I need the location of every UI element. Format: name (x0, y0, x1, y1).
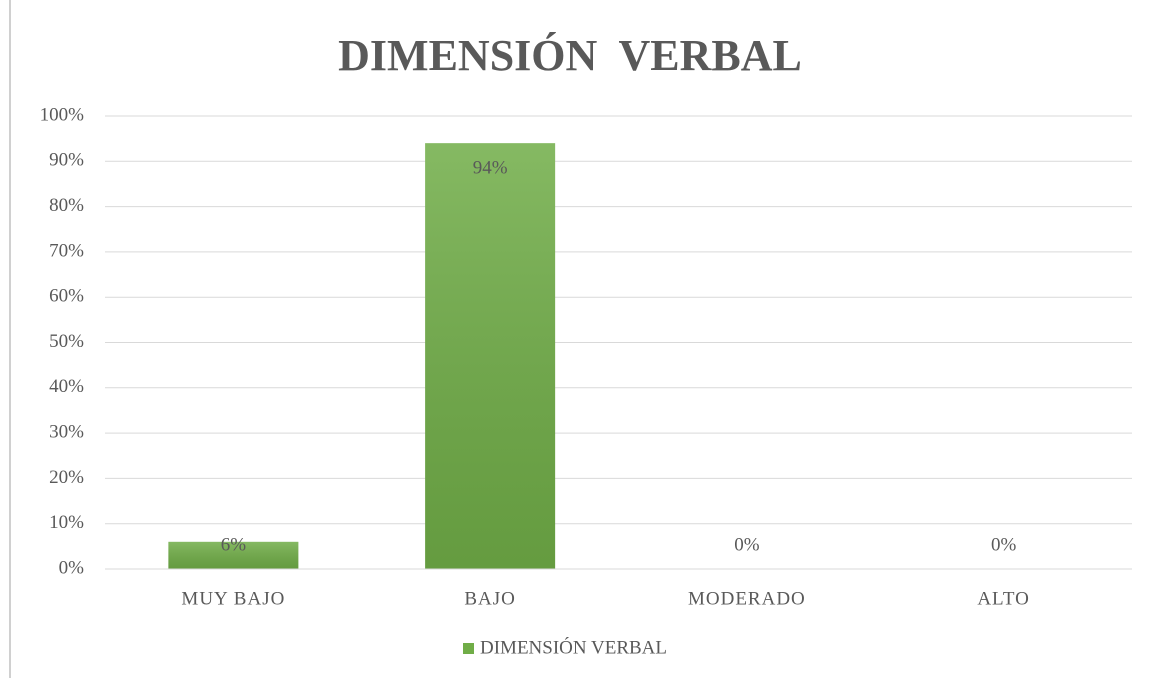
y-tick-label: 20% (49, 467, 84, 488)
x-tick-label: MODERADO (688, 588, 806, 609)
chart-title: DIMENSIÓN VERBAL (338, 31, 802, 80)
legend-swatch (463, 643, 474, 654)
y-tick-label: 0% (59, 557, 85, 578)
y-tick-label: 50% (49, 331, 84, 352)
bar-shade (425, 143, 556, 569)
data-label: 0% (734, 534, 760, 555)
y-tick-label: 90% (49, 150, 84, 171)
data-label: 0% (991, 534, 1017, 555)
y-tick-label: 40% (49, 376, 84, 397)
y-tick-label: 10% (49, 512, 84, 533)
x-tick-label: ALTO (977, 588, 1030, 609)
data-label: 94% (473, 158, 508, 179)
y-tick-label: 100% (40, 104, 85, 125)
y-tick-label: 70% (49, 240, 84, 261)
x-tick-label: BAJO (464, 588, 516, 609)
bar-shade (168, 541, 299, 569)
legend-label: DIMENSIÓN VERBAL (480, 636, 667, 658)
y-tick-label: 60% (49, 286, 84, 307)
data-label: 6% (221, 534, 247, 555)
y-tick-label: 80% (49, 195, 84, 216)
x-tick-label: MUY BAJO (181, 588, 285, 609)
y-tick-label: 30% (49, 421, 84, 442)
